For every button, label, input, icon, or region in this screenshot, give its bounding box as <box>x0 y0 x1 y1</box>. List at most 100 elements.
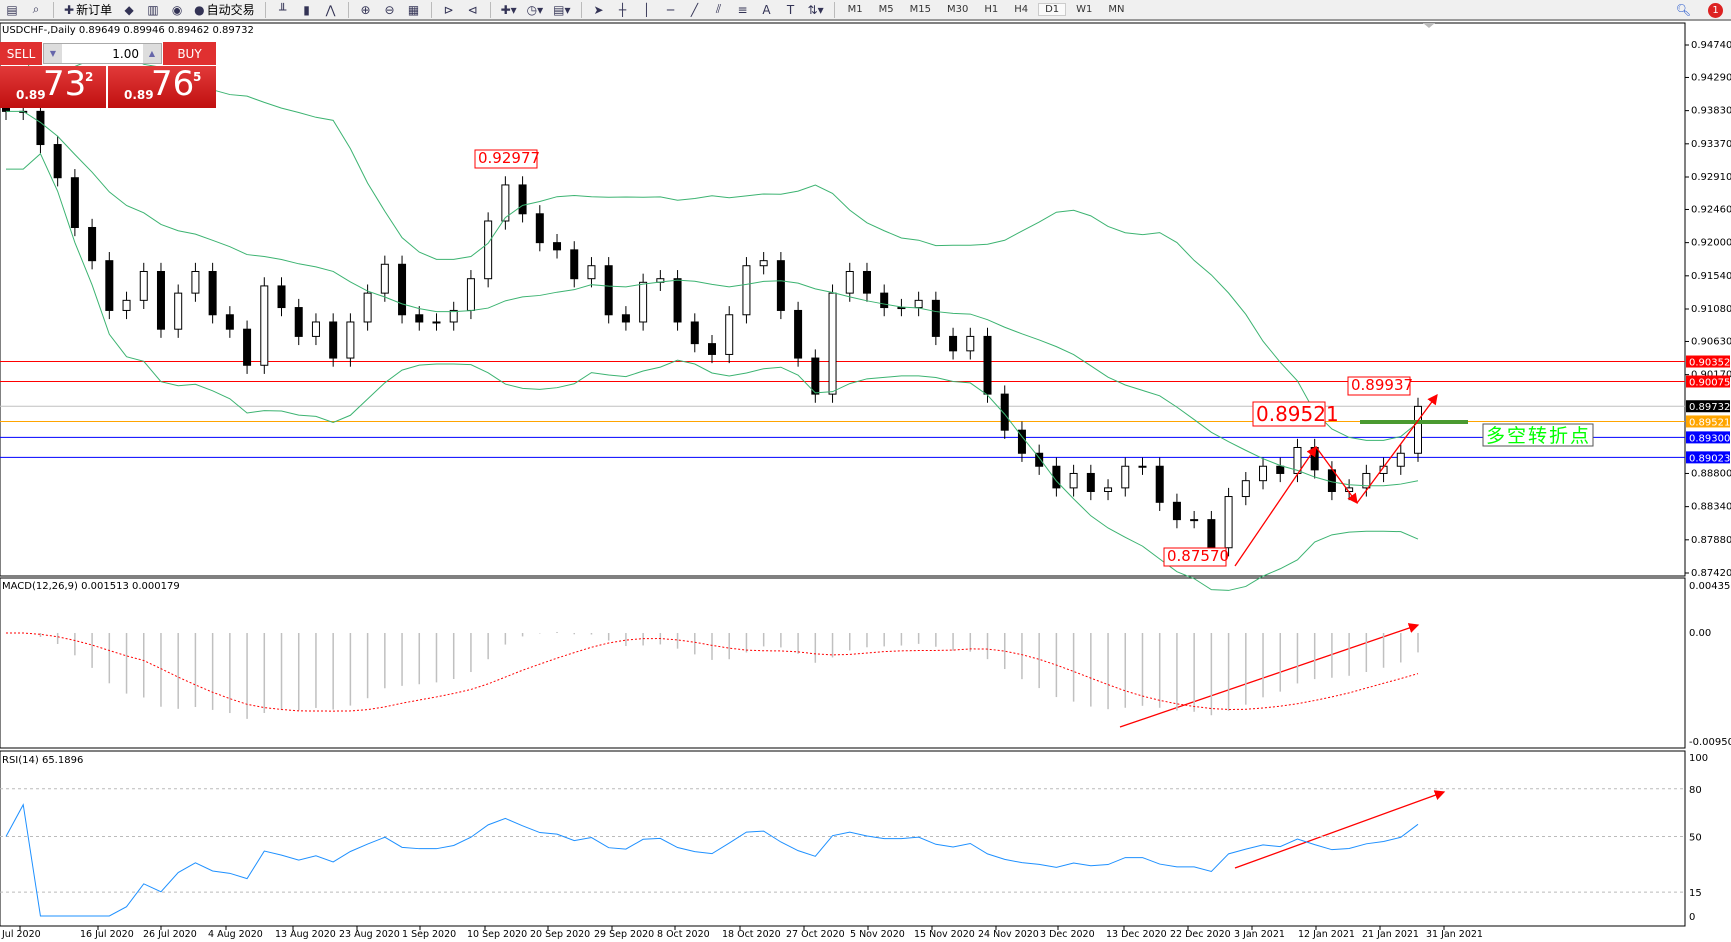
sell-price[interactable]: 0.89 73 2 <box>0 64 106 108</box>
lot-size-stepper[interactable]: ▼ 1.00 ▲ <box>43 43 162 64</box>
timeframe-mn[interactable]: MN <box>1108 4 1125 15</box>
vertical-line-icon: │ <box>642 2 651 17</box>
candle <box>931 291 940 346</box>
timeframe-m30[interactable]: M30 <box>946 4 969 15</box>
lot-size-input[interactable]: 1.00 <box>112 46 139 61</box>
candle <box>518 176 527 223</box>
cursor-icon: ➤ <box>593 2 604 17</box>
candle <box>225 306 234 338</box>
crosshair-icon: ┼ <box>618 2 627 17</box>
bullish-candle-body <box>432 321 441 324</box>
buy-price-prefix: 0.89 <box>124 88 154 102</box>
indicators-button[interactable]: ✚▾ <box>498 1 520 19</box>
increase-lot-button[interactable]: ▲ <box>143 44 161 63</box>
bullish-candle-body <box>380 263 389 294</box>
date-label: Jul 2020 <box>1 929 41 940</box>
price-label: 0.89937 <box>1351 376 1413 394</box>
buy-button[interactable]: BUY <box>163 42 216 65</box>
price-line-label-bg <box>1686 355 1730 368</box>
templates-button[interactable]: ▤▾ <box>550 1 573 19</box>
timeframe-m5[interactable]: M5 <box>878 4 894 15</box>
timeframe-d1[interactable]: D1 <box>1038 3 1067 16</box>
zoom-window-button[interactable]: ⌕ <box>26 1 46 19</box>
macd-tick-label: 0.00 <box>1689 628 1711 639</box>
candle <box>1035 444 1044 475</box>
vertical-line-button[interactable]: │ <box>637 1 657 19</box>
bearish-candle-body <box>1086 472 1095 492</box>
annotation-text: 多空转折点 <box>1486 425 1591 447</box>
bearish-candle-body <box>225 314 234 330</box>
candle <box>535 205 544 252</box>
timeframe-h4[interactable]: H4 <box>1014 4 1029 15</box>
timeframe-m1[interactable]: M1 <box>847 4 863 15</box>
buy-price[interactable]: 0.89 76 5 <box>108 64 216 108</box>
candle <box>639 273 648 331</box>
date-label: 22 Dec 2020 <box>1170 929 1231 940</box>
bearish-candle-body <box>776 260 785 311</box>
tile-windows-button[interactable]: ▦ <box>404 1 424 19</box>
candle <box>466 270 475 320</box>
bearish-candle-body <box>277 285 286 309</box>
price-line-label: 0.89023 <box>1689 453 1730 464</box>
timeframe-m15[interactable]: M15 <box>909 4 931 15</box>
rsi-label: RSI(14) 65.1896 <box>2 755 83 766</box>
bullish-candle-body <box>260 285 269 366</box>
sell-button[interactable]: SELL <box>0 42 42 65</box>
price-line-label-bg <box>1686 400 1730 413</box>
meta-editor-button[interactable]: ◆ <box>119 1 139 19</box>
data-window-button[interactable]: ▥ <box>143 1 163 19</box>
candle <box>1241 472 1250 506</box>
bar-chart-button[interactable]: ╨ <box>273 1 293 19</box>
zoom-out-button[interactable]: ⊖ <box>380 1 400 19</box>
candle <box>88 218 97 270</box>
date-label: 18 Oct 2020 <box>722 929 781 940</box>
timeframe-h1[interactable]: H1 <box>984 4 999 15</box>
bullish-candle-body <box>1414 405 1422 454</box>
candle <box>1310 438 1319 479</box>
periods-button[interactable]: ◷▾ <box>524 1 547 19</box>
price-tick-label: 0.88340 <box>1691 502 1731 513</box>
price-line-label-bg <box>1686 451 1730 464</box>
candle <box>604 257 613 324</box>
cursor-button[interactable]: ➤ <box>589 1 609 19</box>
auto-trading-icon: ● <box>194 2 205 17</box>
line-chart-button[interactable]: ⋀ <box>321 1 341 19</box>
arrows-button[interactable]: ⇅▾ <box>805 1 827 19</box>
chart-shift-button[interactable]: ⊲ <box>463 1 483 19</box>
candle <box>587 257 596 288</box>
candle <box>1172 493 1181 529</box>
price-label: 0.87570 <box>1167 547 1229 565</box>
fibonacci-button[interactable]: ≡ <box>733 1 753 19</box>
bearish-candle-body <box>621 314 630 323</box>
crosshair-button[interactable]: ┼ <box>613 1 633 19</box>
text-button[interactable]: A <box>757 1 777 19</box>
toolbar-separator <box>430 1 432 18</box>
file-button[interactable]: ▤ <box>2 1 22 19</box>
decrease-lot-button[interactable]: ▼ <box>44 44 62 63</box>
signal-icon: ◉ <box>171 2 183 17</box>
bearish-candle-body <box>862 270 871 294</box>
timeframe-w1[interactable]: W1 <box>1076 4 1093 15</box>
candle <box>794 301 803 367</box>
bearish-candle-body <box>243 328 252 366</box>
notification-badge[interactable]: 1 <box>1708 2 1723 18</box>
bearish-candle-body <box>570 249 579 280</box>
tile-windows-icon: ▦ <box>407 2 420 17</box>
bullish-candle-body <box>725 314 734 355</box>
new-order-button[interactable]: ✚ 新订单 <box>61 1 115 19</box>
candle <box>1293 438 1302 483</box>
auto-trading-button[interactable]: ● 自动交易 <box>191 1 258 19</box>
candle <box>156 262 165 338</box>
horizontal-line-button[interactable]: ─ <box>661 1 681 19</box>
search-icon[interactable]: 🔍︎ <box>1675 3 1691 17</box>
equidistant-channel-button[interactable]: ⫽ <box>709 1 729 19</box>
signal-button[interactable]: ◉ <box>167 1 187 19</box>
bearish-candle-body <box>70 177 79 228</box>
text-label-button[interactable]: T <box>781 1 801 19</box>
auto-scroll-button[interactable]: ⊳ <box>439 1 459 19</box>
candle <box>966 327 975 360</box>
trendline-button[interactable]: ╱ <box>685 1 705 19</box>
zoom-in-button[interactable]: ⊕ <box>356 1 376 19</box>
candlestick-button[interactable]: ▮ <box>297 1 317 19</box>
